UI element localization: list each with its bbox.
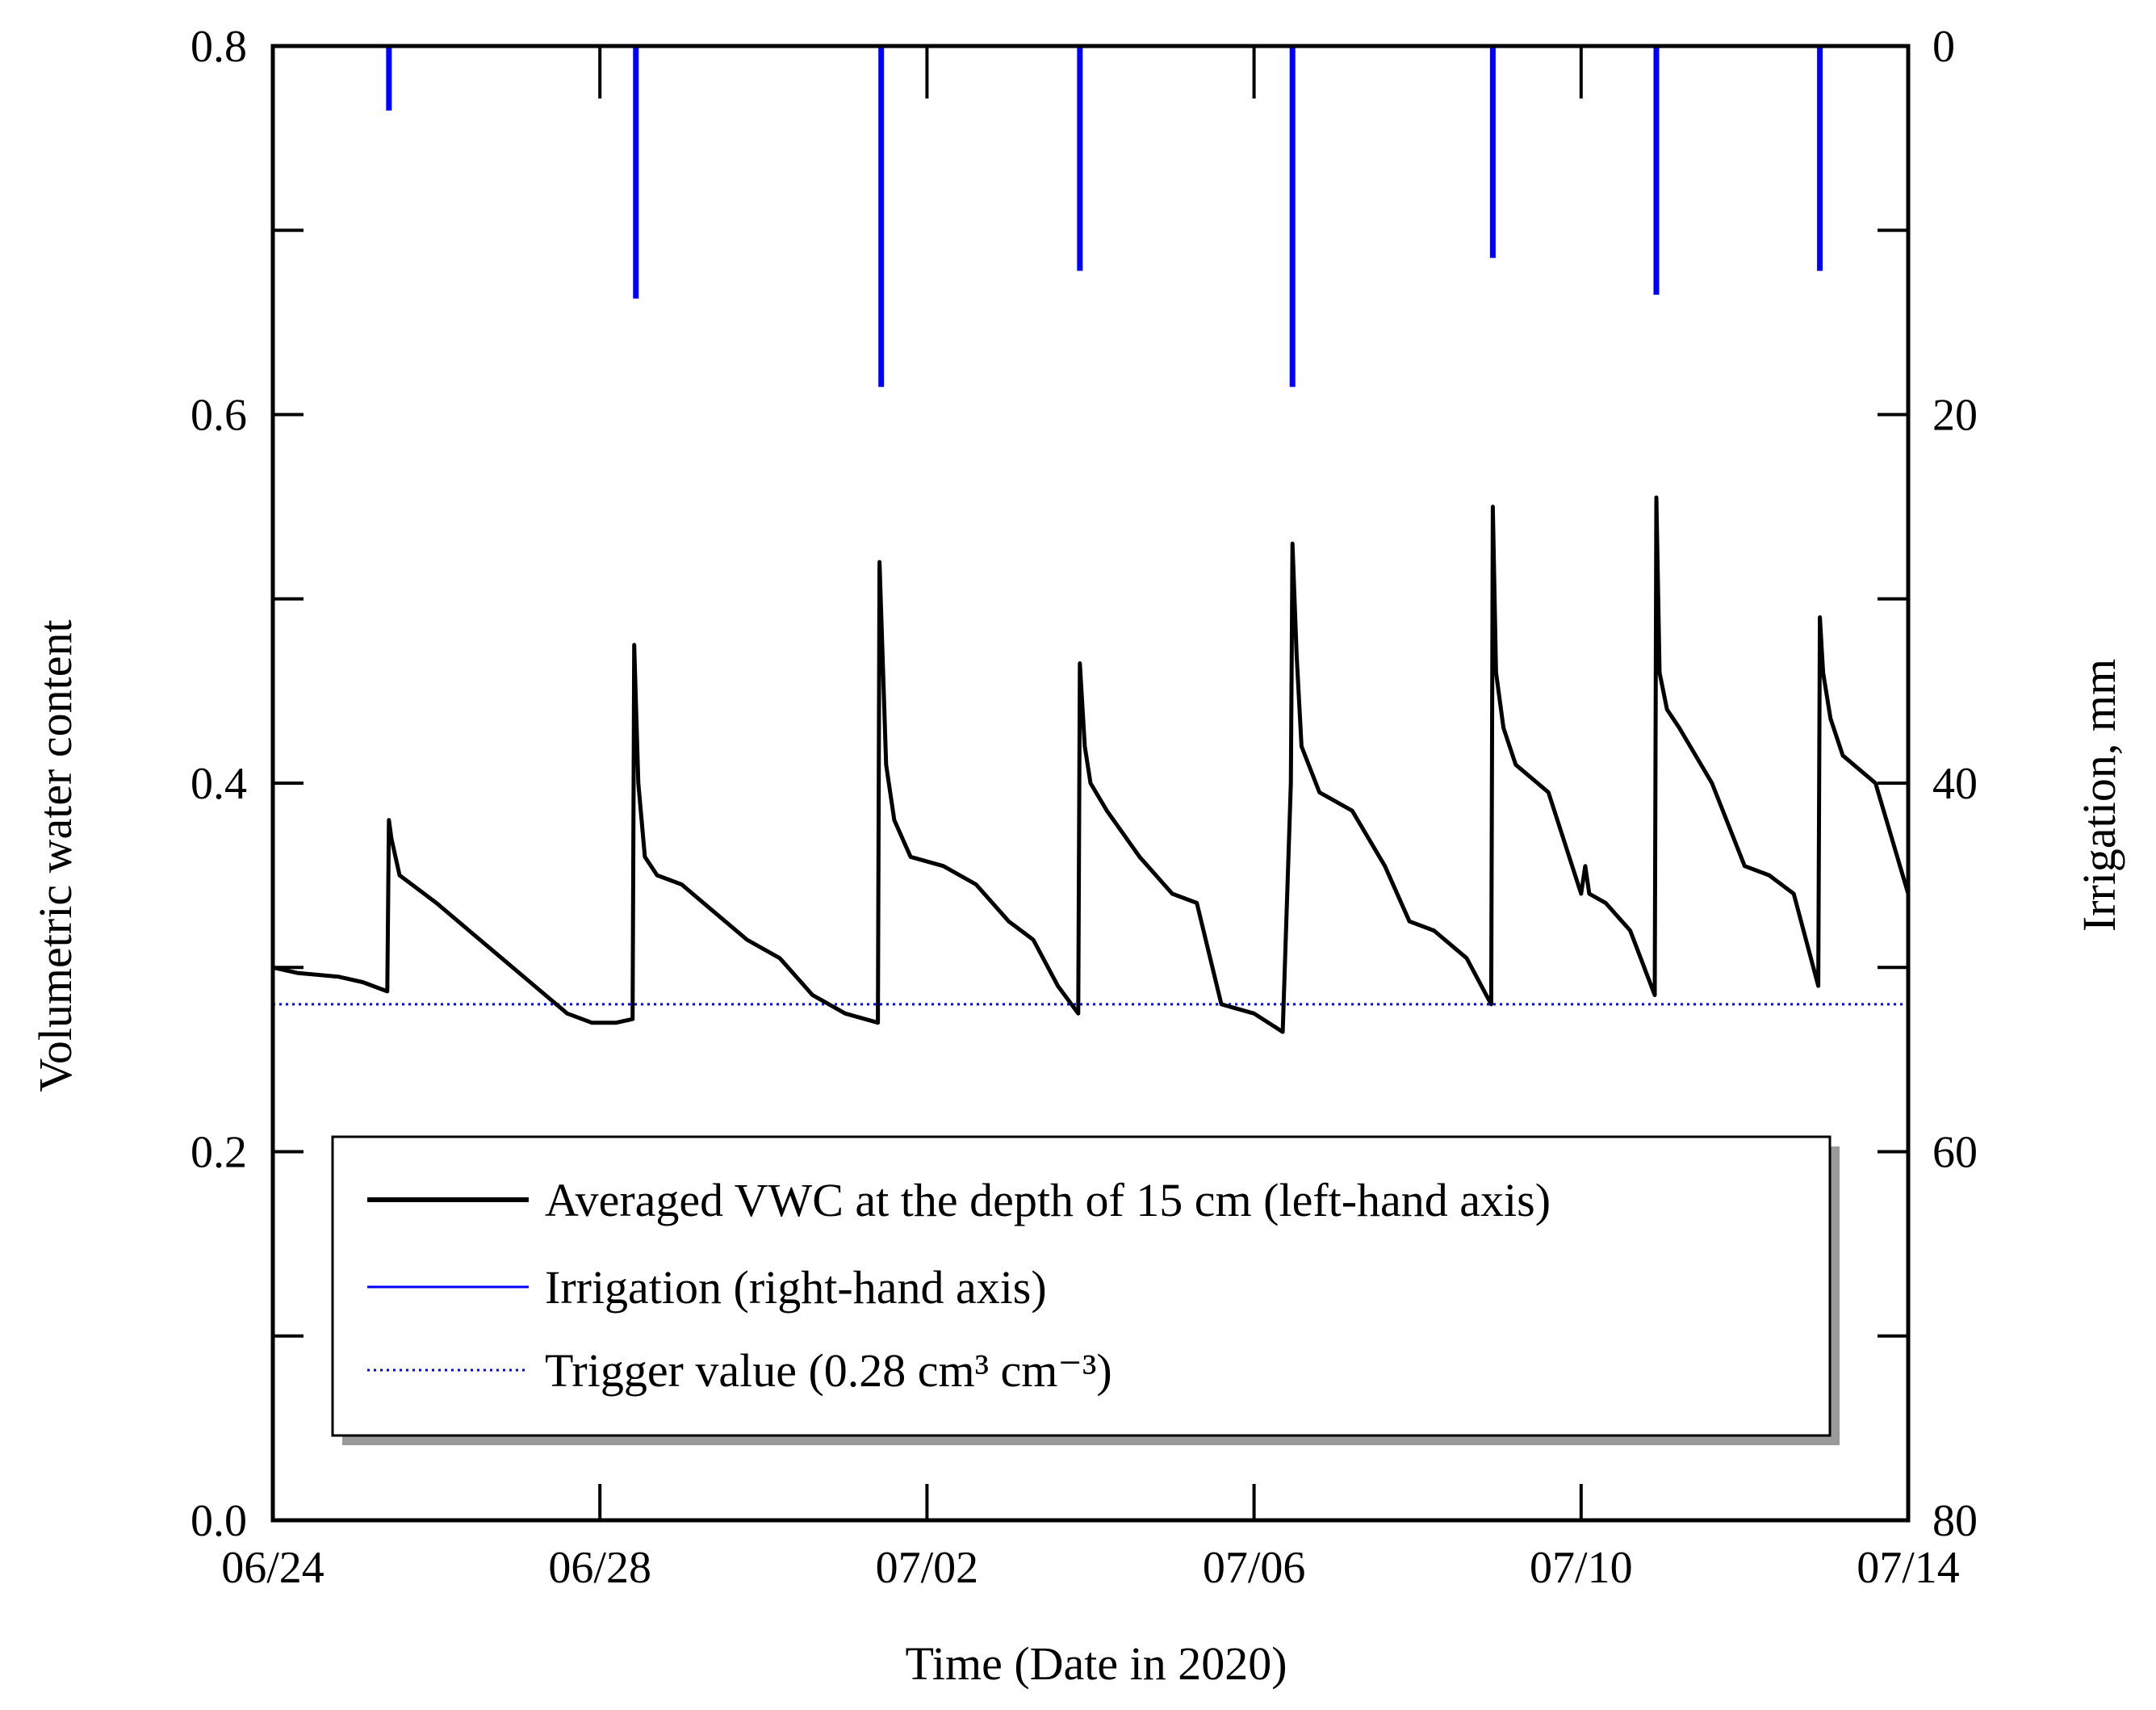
y-tick-label: 0.6 xyxy=(190,391,247,441)
x-tick-label: 07/06 xyxy=(1203,1543,1306,1593)
x-tick-label: 07/02 xyxy=(876,1543,979,1593)
y2-tick-label: 20 xyxy=(1932,391,1978,441)
legend-box xyxy=(331,1135,1832,1437)
y2-tick-label: 60 xyxy=(1932,1128,1978,1178)
axes: 06/24 06/28 07/02 07/06 07/10 07/14 0.0 0.2 0.4 0… xyxy=(190,22,1978,1593)
x-tick-label: 07/14 xyxy=(1857,1543,1960,1593)
x-tick-label: 07/10 xyxy=(1530,1543,1633,1593)
y-tick-label: 0.8 xyxy=(190,22,247,72)
y2-tick-label: 0 xyxy=(1932,22,1955,72)
x-axis-title: Time (Date in 2020) xyxy=(905,1637,1287,1690)
y2-tick-label: 80 xyxy=(1932,1496,1978,1546)
y-tick-label: 0.2 xyxy=(190,1128,247,1178)
plot-area xyxy=(272,46,1911,1034)
vwc-line xyxy=(272,495,1911,1034)
y-tick-label: 0.4 xyxy=(190,759,247,809)
y-axis-title: Volumetric water content xyxy=(29,619,82,1092)
legend-label-irrigation: Irrigation (right-hand axis) xyxy=(545,1261,1047,1314)
x-tick-label: 06/24 xyxy=(221,1543,324,1593)
legend-label-vwc: Averaged VWC at the depth of 15 cm (left… xyxy=(545,1174,1551,1226)
y2-axis-title: Irrigation, mm xyxy=(2073,659,2125,932)
legend: Averaged VWC at the depth of 15 cm (left… xyxy=(331,1135,1840,1445)
legend-label-trigger: Trigger value (0.28 cm³ cm⁻³) xyxy=(545,1344,1112,1397)
y2-tick-label: 40 xyxy=(1932,759,1978,809)
x-tick-label: 06/28 xyxy=(548,1543,651,1593)
y-tick-label: 0.0 xyxy=(190,1496,247,1546)
